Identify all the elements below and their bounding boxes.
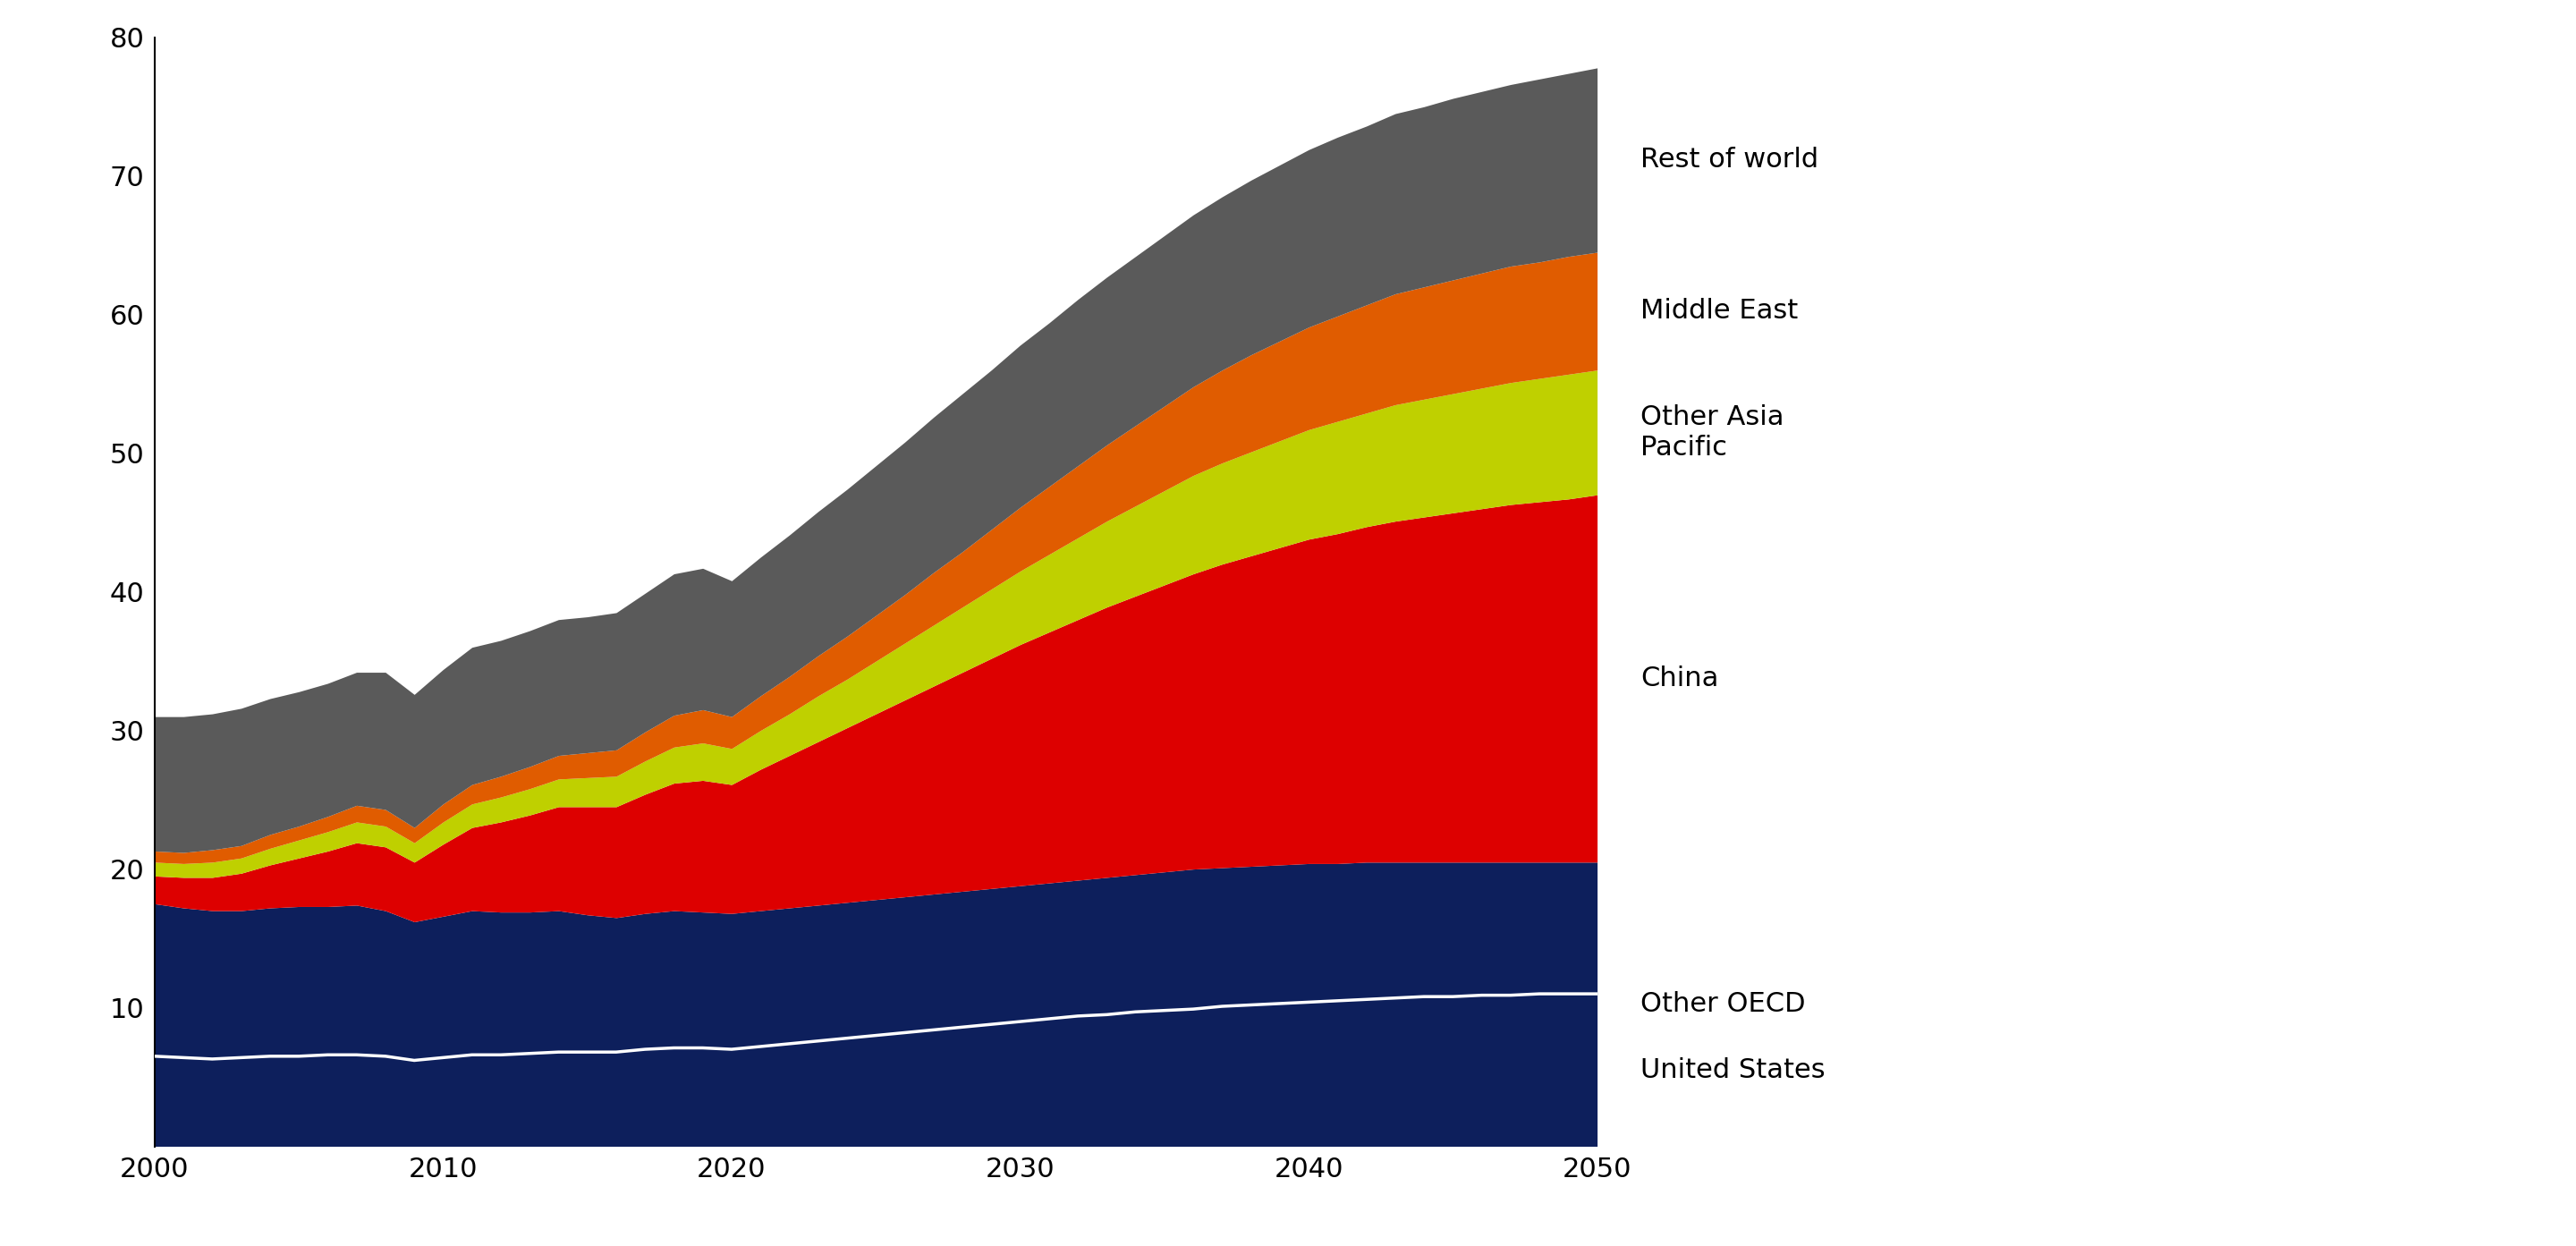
Text: Middle East: Middle East — [1641, 298, 1798, 324]
Text: China: China — [1641, 665, 1718, 692]
Text: Other OECD: Other OECD — [1641, 992, 1806, 1017]
Text: Rest of world: Rest of world — [1641, 147, 1819, 173]
Text: United States: United States — [1641, 1057, 1826, 1083]
Text: Other Asia
Pacific: Other Asia Pacific — [1641, 405, 1785, 461]
